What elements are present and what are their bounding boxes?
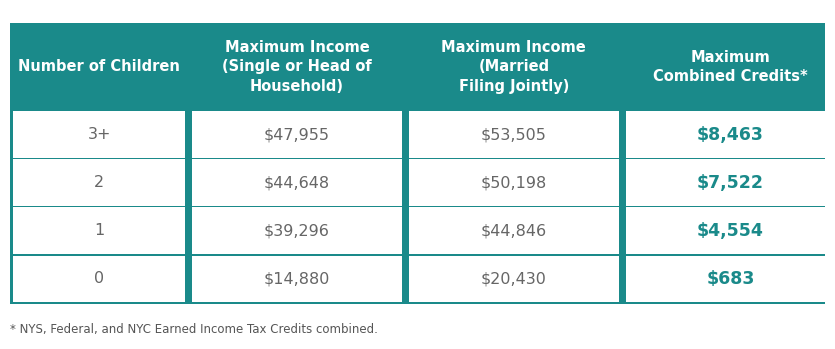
Text: Maximum Income
(Married
Filing Jointly): Maximum Income (Married Filing Jointly) (442, 40, 586, 94)
FancyBboxPatch shape (192, 159, 402, 206)
Text: * NYS, Federal, and NYC Earned Income Tax Credits combined.: * NYS, Federal, and NYC Earned Income Ta… (10, 323, 378, 336)
Text: $4,554: $4,554 (697, 222, 764, 240)
FancyBboxPatch shape (13, 111, 185, 158)
Text: 3+: 3+ (88, 127, 111, 142)
FancyBboxPatch shape (13, 207, 185, 254)
FancyBboxPatch shape (192, 111, 402, 158)
Text: $50,198: $50,198 (481, 175, 547, 190)
Text: $7,522: $7,522 (697, 174, 764, 192)
FancyBboxPatch shape (625, 159, 835, 206)
FancyBboxPatch shape (13, 255, 185, 302)
Text: $53,505: $53,505 (481, 127, 547, 142)
FancyBboxPatch shape (625, 255, 835, 302)
Text: 2: 2 (94, 175, 104, 190)
FancyBboxPatch shape (625, 207, 835, 254)
Text: $683: $683 (706, 270, 755, 288)
FancyBboxPatch shape (192, 207, 402, 254)
Text: $20,430: $20,430 (481, 272, 547, 287)
Text: Maximum Income
(Single or Head of
Household): Maximum Income (Single or Head of Househ… (222, 40, 372, 94)
Text: $8,463: $8,463 (697, 126, 764, 143)
FancyBboxPatch shape (192, 255, 402, 302)
FancyBboxPatch shape (625, 111, 835, 158)
Text: $44,846: $44,846 (481, 223, 547, 238)
Text: $39,296: $39,296 (264, 223, 330, 238)
Text: Maximum
Combined Credits*: Maximum Combined Credits* (653, 50, 807, 84)
Text: Number of Children: Number of Children (18, 59, 180, 74)
Text: $14,880: $14,880 (264, 272, 330, 287)
Text: $47,955: $47,955 (264, 127, 330, 142)
FancyBboxPatch shape (409, 111, 619, 158)
Text: $44,648: $44,648 (264, 175, 330, 190)
FancyBboxPatch shape (13, 159, 185, 206)
Text: 1: 1 (94, 223, 104, 238)
FancyBboxPatch shape (409, 159, 619, 206)
FancyBboxPatch shape (10, 23, 825, 304)
Text: 0: 0 (94, 272, 104, 287)
FancyBboxPatch shape (409, 207, 619, 254)
FancyBboxPatch shape (409, 255, 619, 302)
